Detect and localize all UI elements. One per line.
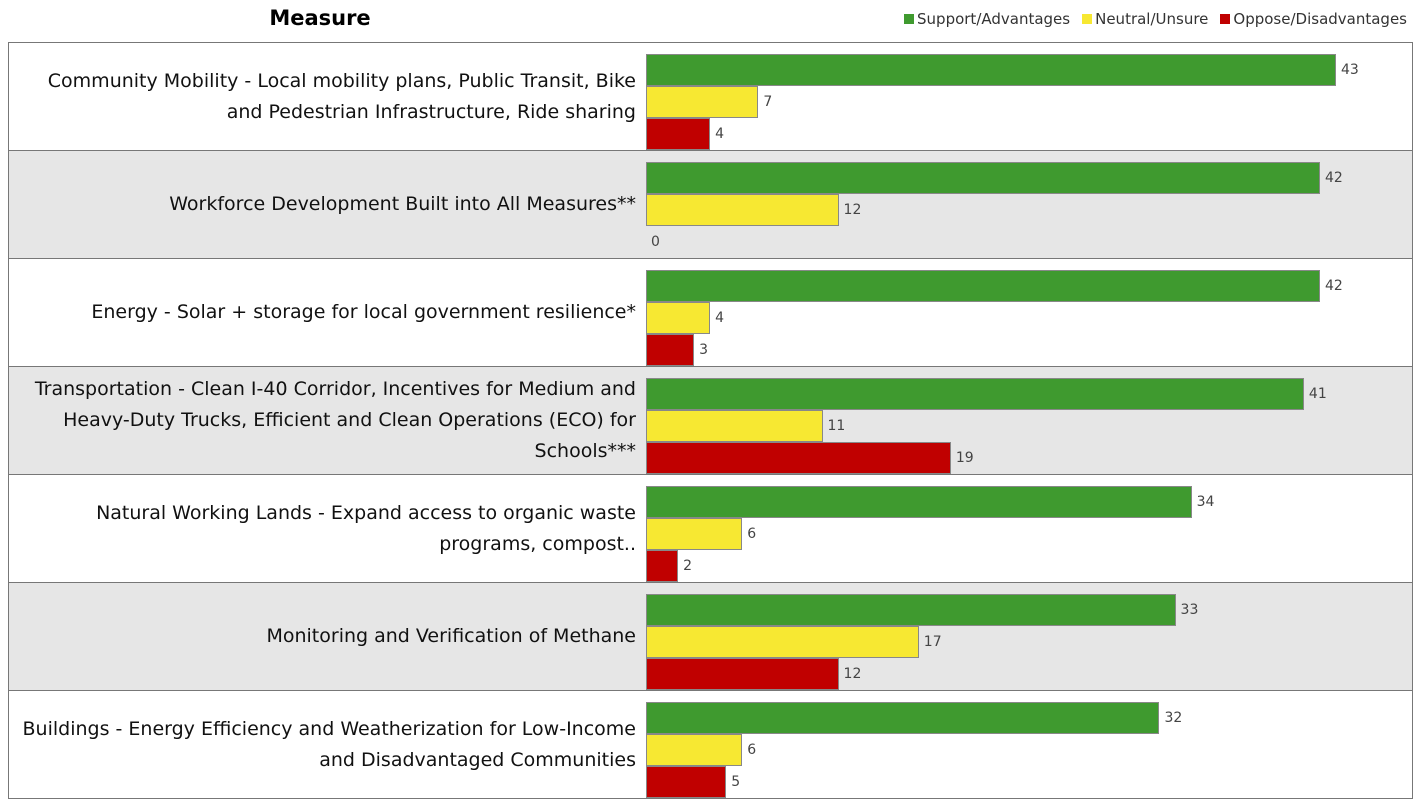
value-label: 0 — [651, 234, 660, 250]
value-label: 4 — [715, 310, 725, 326]
value-label: 3 — [699, 342, 709, 358]
value-label: 19 — [955, 450, 974, 466]
category-label: Buildings - Energy Efficiency and Weathe… — [22, 717, 637, 771]
value-label: 41 — [1308, 386, 1327, 402]
row: Workforce Development Built into All Mea… — [8, 150, 1413, 259]
legend-item: Oppose/Disadvantages — [1220, 10, 1407, 28]
category-label: Transportation - Clean I-40 Corridor, In… — [34, 378, 636, 462]
bar — [646, 734, 743, 766]
row: Community Mobility - Local mobility plan… — [8, 42, 1413, 151]
legend-label: Support/Advantages — [917, 10, 1071, 28]
category-label: Workforce Development Built into All Mea… — [169, 193, 636, 215]
bar — [646, 550, 679, 582]
legend-label: Neutral/Unsure — [1095, 10, 1209, 28]
value-label: 6 — [747, 526, 757, 542]
bar — [646, 118, 711, 150]
value-label: 33 — [1180, 602, 1199, 618]
row: Energy - Solar + storage for local gover… — [8, 258, 1413, 367]
column-header: Measure — [269, 6, 371, 30]
bar — [646, 194, 839, 226]
value-label: 6 — [747, 742, 757, 758]
value-label: 12 — [843, 202, 862, 218]
legend-item: Neutral/Unsure — [1082, 10, 1208, 28]
legend-swatch — [1220, 14, 1231, 24]
value-label: 32 — [1164, 710, 1183, 726]
legend-item: Support/Advantages — [904, 10, 1070, 28]
bar — [646, 486, 1192, 518]
legend-swatch — [904, 14, 915, 24]
bar — [646, 518, 743, 550]
value-label: 17 — [923, 634, 942, 650]
bar — [646, 86, 759, 118]
bar — [646, 162, 1320, 194]
value-label: 7 — [763, 94, 773, 110]
value-label: 12 — [843, 666, 862, 682]
bar — [646, 766, 727, 798]
bar — [646, 54, 1336, 86]
row: Monitoring and Verification of Methane 33… — [8, 582, 1413, 691]
bar — [646, 334, 695, 366]
bar — [646, 702, 1160, 734]
bar — [646, 442, 951, 474]
row: Buildings - Energy Efficiency and Weathe… — [8, 690, 1413, 799]
category-label: Community Mobility - Local mobility plan… — [47, 69, 636, 123]
value-label: 34 — [1196, 494, 1215, 510]
value-label: 42 — [1324, 278, 1343, 294]
value-label: 42 — [1324, 170, 1343, 186]
value-label: 5 — [731, 774, 741, 790]
legend: Support/Advantages Neutral/Unsure Oppose/D… — [904, 10, 1407, 28]
value-label: 43 — [1341, 62, 1359, 78]
bar — [646, 302, 711, 334]
category-label: Natural Working Lands - Expand access to… — [96, 501, 636, 555]
bar — [646, 594, 1176, 626]
legend-swatch — [1082, 14, 1093, 24]
value-label: 11 — [827, 418, 846, 434]
category-label: Monitoring and Verification of Methane — [266, 625, 636, 647]
value-label: 2 — [683, 558, 692, 574]
bar — [646, 270, 1320, 302]
value-label: 4 — [715, 126, 725, 142]
bar — [646, 658, 839, 690]
bar — [646, 626, 919, 658]
bar — [646, 410, 823, 442]
bar — [646, 378, 1304, 410]
category-label: Energy - Solar + storage for local gover… — [91, 301, 636, 323]
row: Transportation - Clean I-40 Corridor, In… — [8, 366, 1413, 475]
row: Natural Working Lands - Expand access to… — [8, 474, 1413, 583]
legend-label: Oppose/Disadvantages — [1233, 10, 1407, 28]
